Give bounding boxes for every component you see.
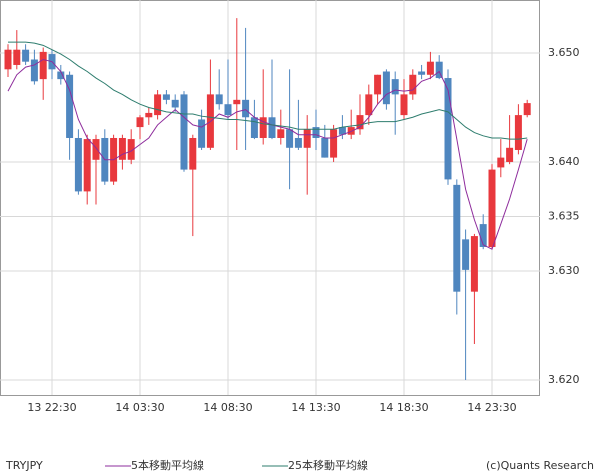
plot-frame (0, 0, 540, 396)
legend-label: 5本移動平均線 (131, 458, 204, 472)
x-tick-label: 14 18:30 (379, 401, 428, 414)
candle-body (330, 129, 338, 158)
x-tick-label: 14 13:30 (291, 401, 340, 414)
candle-body (13, 49, 21, 65)
candle-body (268, 117, 276, 138)
candle-body (374, 74, 382, 95)
candle-body (39, 51, 47, 80)
candle-body (250, 117, 258, 138)
candle-body (127, 139, 135, 160)
candle-body (4, 49, 12, 70)
x-tick-label: 14 23:30 (467, 401, 516, 414)
chart-title: TRYJPY (5, 459, 43, 472)
y-tick-label: 3.650 (548, 46, 580, 59)
candle-body (435, 61, 443, 79)
candle-body (180, 94, 188, 170)
candle-body (118, 137, 126, 160)
x-tick-label: 13 22:30 (27, 401, 76, 414)
candle-body (365, 94, 373, 116)
y-tick-label: 3.635 (548, 209, 580, 222)
candle-body (426, 61, 434, 75)
candle-body (506, 147, 514, 162)
candle-body (294, 137, 302, 148)
candle-body (444, 78, 452, 180)
candle-body (198, 119, 206, 148)
candle-body (22, 49, 30, 62)
candle-body (514, 115, 522, 150)
candle-body (215, 94, 223, 105)
legend-label: 25本移動平均線 (288, 458, 368, 472)
candle-body (83, 139, 91, 192)
candle-body (382, 71, 390, 105)
x-tick-label: 14 08:30 (203, 401, 252, 414)
credit: (c)Quants Research (486, 459, 594, 472)
candle-body (189, 137, 197, 170)
candle-body (409, 74, 417, 95)
candle-body (418, 71, 426, 75)
candle-body (92, 139, 100, 160)
y-tick-label: 3.640 (548, 155, 580, 168)
ma-line (7, 58, 528, 250)
candle-body (400, 94, 408, 116)
candle-body (488, 169, 496, 247)
y-tick-label: 3.620 (548, 373, 580, 386)
candle-body (154, 94, 162, 116)
candle-body (145, 112, 153, 118)
candle-body (523, 103, 531, 116)
candle-body (312, 127, 320, 138)
candle-body (259, 117, 267, 138)
candle-body (497, 157, 505, 168)
candle-body (321, 137, 329, 158)
candle-body (30, 59, 38, 82)
candle-body (338, 127, 346, 135)
candle-body (233, 99, 241, 105)
x-tick-label: 14 03:30 (115, 401, 164, 414)
candle-body (136, 117, 144, 128)
candle-body (162, 94, 170, 100)
candle-body (74, 137, 82, 192)
candle-body (479, 224, 487, 247)
candle-body (453, 184, 461, 292)
y-tick-label: 3.630 (548, 264, 580, 277)
candle-body (470, 236, 478, 292)
ma-line (8, 41, 528, 140)
candle-body (171, 99, 179, 108)
candle-body (224, 104, 232, 116)
candle-body (66, 74, 74, 138)
candle-body (57, 71, 65, 80)
candle-body (356, 115, 364, 130)
candle-body (462, 239, 470, 270)
candle-body (242, 99, 250, 118)
candle-body (277, 129, 285, 138)
candle-body (391, 79, 399, 95)
candle-body (286, 129, 294, 148)
candle-body (303, 129, 311, 148)
